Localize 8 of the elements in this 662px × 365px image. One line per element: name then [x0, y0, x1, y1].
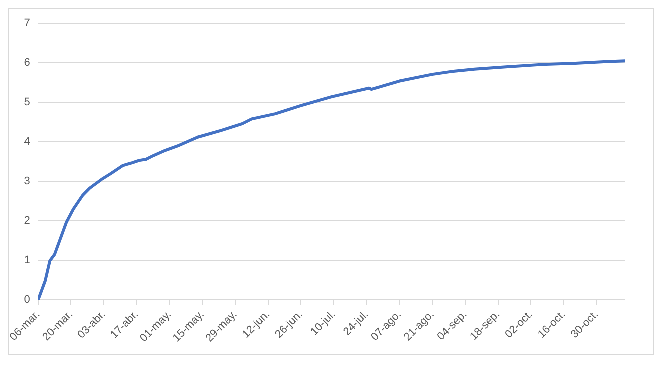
- y-tick-label: 4: [24, 136, 30, 148]
- y-tick-label: 2: [24, 215, 30, 228]
- y-tick-label: 1: [24, 254, 30, 267]
- y-tick-label: 6: [24, 57, 30, 70]
- y-tick-label: 7: [24, 18, 30, 30]
- y-tick-label: 0: [24, 294, 30, 306]
- y-tick-label: 3: [24, 176, 30, 188]
- y-tick-label: 5: [24, 96, 30, 109]
